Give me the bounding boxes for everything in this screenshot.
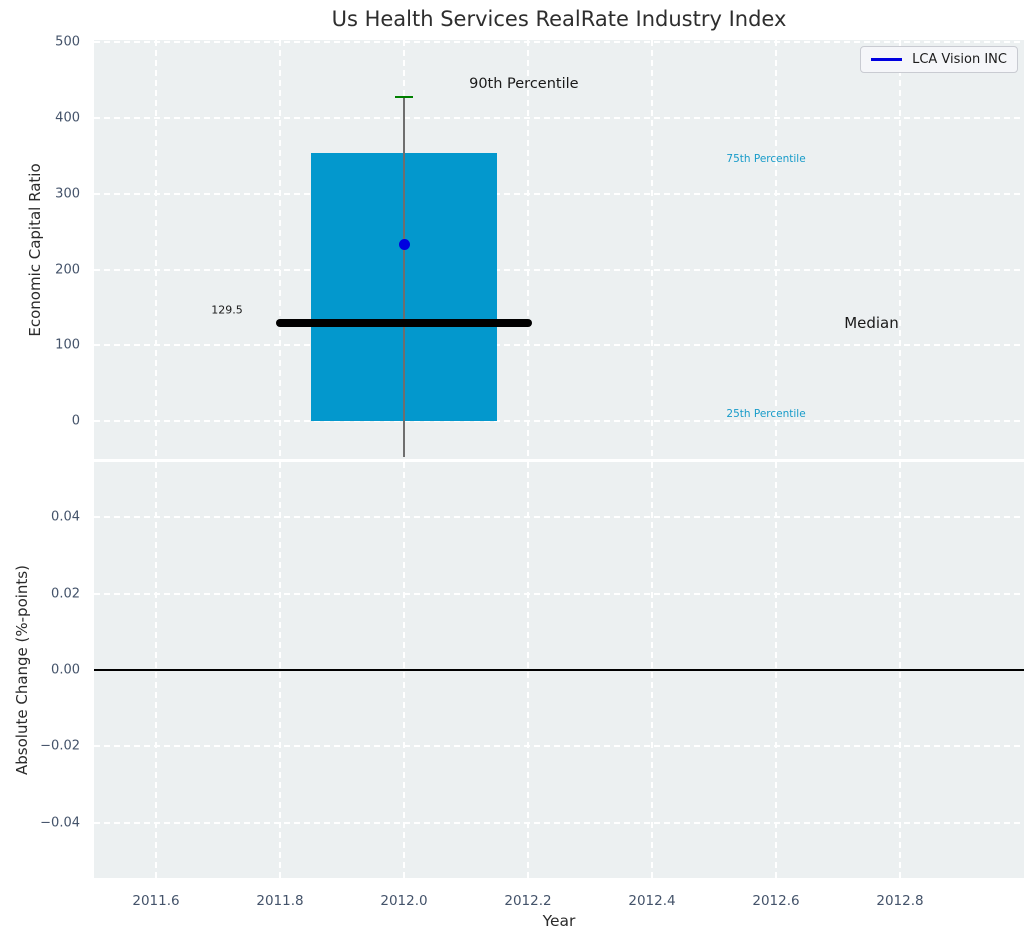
legend-label: LCA Vision INC <box>912 52 1007 67</box>
annotation-p75: 75th Percentile <box>726 152 806 165</box>
gridline <box>651 40 653 459</box>
p90-cap-line <box>395 95 413 99</box>
y-tick-label: 0.02 <box>51 586 80 602</box>
gridline <box>775 40 777 459</box>
annotation-median-value: 129.5 <box>211 303 243 317</box>
x-axis-label: Year <box>542 912 576 930</box>
x-tick-label: 2012.6 <box>752 893 800 909</box>
whisker-line <box>403 96 405 457</box>
x-tick-label: 2012.4 <box>628 893 676 909</box>
y-tick-label: 0.00 <box>51 662 80 678</box>
y-tick-label: 400 <box>55 110 80 126</box>
legend: LCA Vision INC <box>860 46 1018 73</box>
chart-title: Us Health Services RealRate Industry Ind… <box>331 7 787 31</box>
gridline <box>94 192 1024 195</box>
gridline <box>527 40 529 459</box>
gridline <box>94 821 1024 824</box>
x-tick-label: 2012.0 <box>380 893 428 909</box>
gridline <box>94 420 1024 423</box>
gridline <box>94 516 1024 519</box>
annotation-median: Median <box>844 314 899 333</box>
gridline <box>279 40 281 459</box>
gridline <box>94 745 1024 748</box>
y-tick-label: 0 <box>71 413 80 429</box>
gridline <box>94 268 1024 271</box>
gridline <box>94 117 1024 120</box>
y-tick-label: 0.04 <box>51 509 80 525</box>
annotation-p25: 25th Percentile <box>726 408 806 421</box>
y-tick-label: 200 <box>55 262 80 278</box>
gridline <box>94 41 1024 44</box>
y-tick-label: 100 <box>55 337 80 353</box>
y-tick-label: 300 <box>55 186 80 202</box>
bottom-plot-area <box>94 462 1024 878</box>
gridline <box>155 40 157 459</box>
gridline <box>94 592 1024 595</box>
company-point-dot <box>398 239 410 251</box>
x-tick-label: 2011.6 <box>132 893 180 909</box>
gridline <box>899 40 901 459</box>
zero-line <box>94 669 1024 671</box>
x-tick-label: 2012.2 <box>504 893 552 909</box>
top-plot-area: LCA Vision INC <box>94 40 1024 459</box>
median-line <box>276 318 532 327</box>
y-tick-label: 500 <box>55 34 80 50</box>
legend-line-icon <box>871 58 903 61</box>
x-tick-label: 2011.8 <box>256 893 304 909</box>
y-tick-label: −0.04 <box>40 815 80 831</box>
y-tick-label: −0.02 <box>40 738 80 754</box>
gridline <box>94 344 1024 347</box>
annotation-p90: 90th Percentile <box>469 75 579 92</box>
x-tick-label: 2012.8 <box>876 893 924 909</box>
